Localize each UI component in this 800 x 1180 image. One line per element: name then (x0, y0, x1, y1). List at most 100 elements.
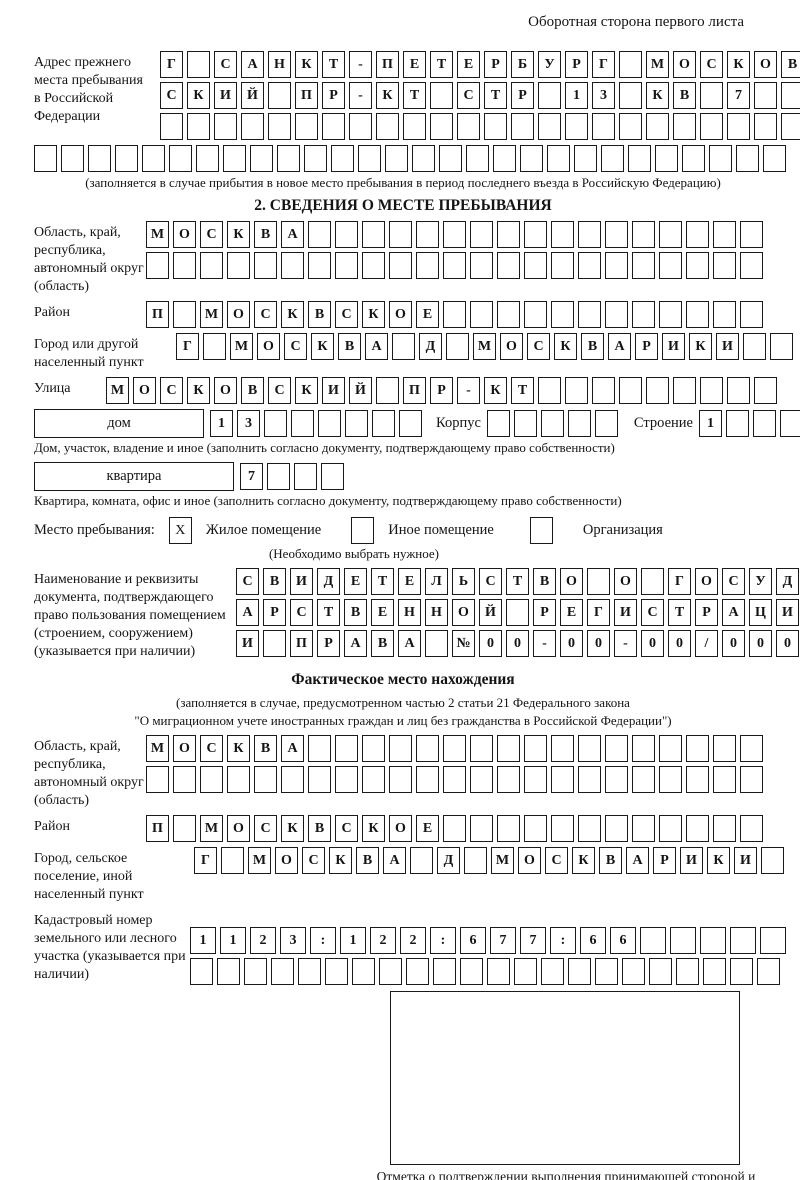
char-box[interactable] (551, 221, 574, 248)
char-box[interactable]: В (308, 301, 331, 328)
char-box[interactable] (271, 958, 294, 985)
char-box[interactable]: И (214, 82, 237, 109)
char-box[interactable] (700, 113, 723, 140)
char-box[interactable] (632, 301, 655, 328)
char-box[interactable] (770, 333, 793, 360)
char-box[interactable]: В (241, 377, 264, 404)
char-box[interactable] (779, 410, 800, 437)
char-box[interactable]: В (581, 333, 604, 360)
char-box[interactable] (686, 766, 709, 793)
char-box[interactable]: 0 (749, 630, 772, 657)
char-box[interactable]: К (376, 82, 399, 109)
char-box[interactable] (659, 221, 682, 248)
char-box[interactable]: М (230, 333, 253, 360)
char-box[interactable] (700, 927, 726, 954)
char-box[interactable] (281, 766, 304, 793)
char-box[interactable]: Б (511, 51, 534, 78)
char-box[interactable] (595, 958, 618, 985)
char-box[interactable] (318, 410, 341, 437)
char-box[interactable] (169, 145, 192, 172)
char-box[interactable] (443, 221, 466, 248)
char-box[interactable] (254, 766, 277, 793)
char-box[interactable]: К (311, 333, 334, 360)
char-box[interactable]: : (310, 927, 336, 954)
char-box[interactable] (267, 463, 290, 490)
char-box[interactable]: М (200, 815, 223, 842)
char-box[interactable]: Д (776, 568, 799, 595)
char-box[interactable] (433, 958, 456, 985)
char-box[interactable] (379, 958, 402, 985)
char-box[interactable] (187, 51, 210, 78)
char-box[interactable]: С (160, 82, 183, 109)
char-box[interactable]: Т (403, 82, 426, 109)
char-box[interactable]: С (290, 599, 313, 626)
char-box[interactable] (551, 766, 574, 793)
char-box[interactable] (587, 568, 610, 595)
char-box[interactable]: С (479, 568, 502, 595)
char-box[interactable]: Ц (749, 599, 772, 626)
char-box[interactable]: 0 (668, 630, 691, 657)
char-box[interactable]: К (646, 82, 669, 109)
char-box[interactable] (628, 145, 651, 172)
char-box[interactable]: 1 (190, 927, 216, 954)
char-box[interactable] (335, 252, 358, 279)
char-box[interactable]: С (200, 221, 223, 248)
char-box[interactable]: С (254, 815, 277, 842)
char-box[interactable]: О (560, 568, 583, 595)
char-box[interactable]: № (452, 630, 475, 657)
char-box[interactable] (524, 815, 547, 842)
char-box[interactable] (578, 252, 601, 279)
char-box[interactable] (466, 145, 489, 172)
char-box[interactable]: П (146, 815, 169, 842)
char-box[interactable] (567, 410, 591, 437)
char-box[interactable] (592, 113, 615, 140)
char-box[interactable] (241, 113, 264, 140)
char-box[interactable] (470, 735, 493, 762)
char-box[interactable]: Т (484, 82, 507, 109)
char-box[interactable] (416, 221, 439, 248)
char-box[interactable]: 0 (641, 630, 664, 657)
char-box[interactable]: Д (437, 847, 460, 874)
char-box[interactable] (446, 333, 469, 360)
char-box[interactable]: 2 (400, 927, 426, 954)
char-box[interactable] (470, 815, 493, 842)
char-box[interactable] (524, 766, 547, 793)
char-box[interactable] (308, 221, 331, 248)
char-box[interactable]: А (236, 599, 259, 626)
char-box[interactable] (540, 410, 564, 437)
char-box[interactable]: Р (511, 82, 534, 109)
char-box[interactable] (659, 766, 682, 793)
char-box[interactable]: П (146, 301, 169, 328)
char-box[interactable]: С (302, 847, 325, 874)
char-box[interactable]: К (554, 333, 577, 360)
char-box[interactable]: П (295, 82, 318, 109)
char-box[interactable]: 2 (370, 927, 396, 954)
char-box[interactable] (321, 463, 344, 490)
char-box[interactable]: О (275, 847, 298, 874)
char-box[interactable] (673, 377, 696, 404)
char-box[interactable] (497, 766, 520, 793)
char-box[interactable]: А (383, 847, 406, 874)
char-box[interactable]: А (626, 847, 649, 874)
char-box[interactable] (372, 410, 395, 437)
char-box[interactable]: Г (592, 51, 615, 78)
char-box[interactable] (730, 958, 753, 985)
char-box[interactable] (349, 113, 372, 140)
char-box[interactable] (443, 815, 466, 842)
char-box[interactable] (740, 301, 763, 328)
char-box[interactable] (362, 735, 385, 762)
char-box[interactable] (605, 735, 628, 762)
char-box[interactable] (376, 113, 399, 140)
char-box[interactable]: 6 (580, 927, 606, 954)
char-box[interactable] (358, 145, 381, 172)
char-box[interactable]: - (457, 377, 480, 404)
char-box[interactable] (619, 377, 642, 404)
char-box[interactable]: К (295, 51, 318, 78)
char-box[interactable]: 7 (520, 927, 546, 954)
char-box[interactable] (443, 735, 466, 762)
char-box[interactable]: Т (506, 568, 529, 595)
char-box[interactable]: К (295, 377, 318, 404)
char-box[interactable]: С (284, 333, 307, 360)
char-box[interactable] (551, 301, 574, 328)
char-box[interactable] (646, 377, 669, 404)
